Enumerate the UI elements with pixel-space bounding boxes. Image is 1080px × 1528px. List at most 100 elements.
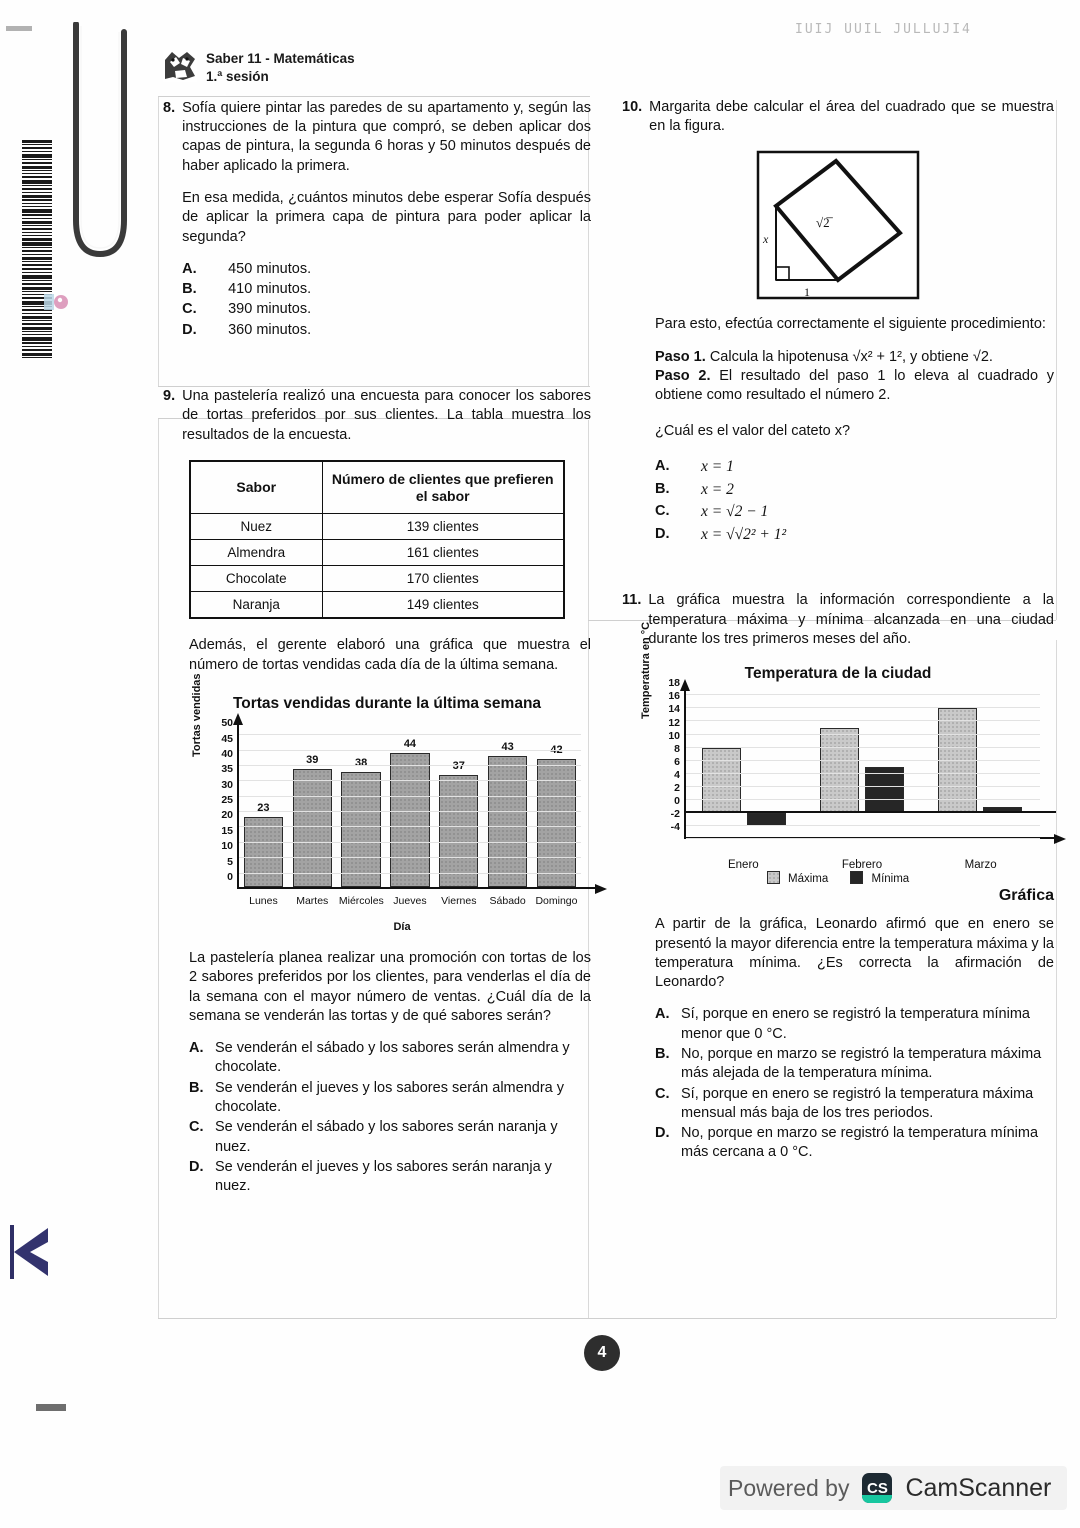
gridline	[239, 841, 581, 843]
option-label: D.	[655, 1125, 670, 1142]
question-10-option-b[interactable]: B. x = 2	[655, 480, 1054, 501]
legend-item-minima: Mínima	[850, 871, 909, 885]
bar-value-label: 43	[501, 741, 514, 754]
bar-column: 38	[341, 729, 381, 887]
question-9-option-b[interactable]: B. Se venderán el jueves y los sabores s…	[189, 1079, 591, 1118]
x-tick-label: Viernes	[441, 895, 477, 907]
cell-flavor: Nuez	[189, 513, 323, 541]
gridline	[239, 780, 581, 782]
cell-count: 170 clientes	[321, 565, 565, 593]
y-tick-label: 30	[221, 778, 233, 791]
y-tick-label: 50	[221, 717, 233, 730]
x-tick-label: Enero	[727, 859, 759, 872]
gridline	[239, 764, 581, 766]
gridline	[239, 872, 581, 874]
question-10-option-c[interactable]: C. x = √2 − 1	[655, 502, 1054, 523]
gridline	[239, 811, 581, 813]
question-9-paragraph-2: Además, el gerente elaboró una gráfica q…	[189, 637, 591, 673]
question-9-option-d[interactable]: D. Se venderán el jueves y los sabores s…	[189, 1158, 591, 1197]
x-tick-label: Domingo	[535, 895, 578, 907]
question-10-option-a[interactable]: A. x = 1	[655, 457, 1054, 478]
option-label: B.	[655, 1045, 670, 1062]
cell-flavor: Almendra	[189, 539, 323, 567]
chart-ylabel: Tortas vendidas	[191, 673, 203, 757]
table-header-sabor: Sabor	[189, 460, 323, 515]
bar-column: 37	[439, 729, 479, 887]
option-label: D.	[655, 525, 670, 542]
gridline	[686, 785, 1040, 787]
y-tick-label: -4	[670, 821, 680, 834]
step-2-label: Paso 2.	[655, 368, 711, 385]
question-11-option-c[interactable]: C. Sí, porque en enero se registró la te…	[655, 1085, 1054, 1124]
bar-value-label: 39	[306, 753, 319, 766]
question-11-option-b[interactable]: B. No, porque en marzo se registró la te…	[655, 1045, 1054, 1084]
x-axis-arrow-icon	[595, 884, 607, 894]
option-text: Se venderán el sábado y los sabores será…	[215, 1119, 558, 1155]
tilted-square-figure: x 1 √2̅	[622, 149, 1054, 301]
question-10-number: 10.	[622, 99, 643, 115]
chart-y-axis	[684, 689, 686, 840]
chart-legend: Máxima Mínima	[622, 871, 1054, 885]
option-text: Se venderán el jueves y los sabores será…	[215, 1079, 564, 1115]
legend-swatch-maxima	[766, 871, 780, 885]
bar-group	[700, 695, 790, 839]
question-11-option-d[interactable]: D. No, porque en marzo se registró la te…	[655, 1124, 1054, 1163]
question-10-prompt: ¿Cuál es el valor del cateto x?	[655, 422, 851, 439]
bar-column: 43	[487, 729, 528, 887]
question-9-option-a[interactable]: A. Se venderán el sábado y los sabores s…	[189, 1039, 591, 1078]
y-tick-label: 10	[221, 840, 233, 853]
step-1-text: Calcula la hipotenusa √x² + 1², y obtien…	[709, 348, 993, 365]
gridline	[686, 772, 1040, 774]
question-8-option-a[interactable]: A. 450 minutos.	[182, 260, 591, 279]
figure-label-sqrt2: √2̅	[816, 215, 834, 230]
gridline	[686, 838, 1040, 840]
question-11-options: A. Sí, porque en enero se registró la te…	[655, 1005, 1054, 1162]
x-tick-label: Martes	[296, 895, 329, 907]
table-row: Almendra 161 clientes	[189, 539, 565, 567]
y-tick-label: 10	[668, 729, 680, 742]
option-text: Se venderán el jueves y los sabores será…	[215, 1158, 552, 1195]
option-label: A.	[189, 1040, 204, 1057]
bar-column: 44	[390, 729, 430, 887]
blue-arrow-artifact	[10, 1225, 48, 1279]
saber-logo-icon	[163, 50, 197, 82]
question-11-number: 11.	[622, 592, 642, 609]
option-label: D.	[182, 321, 197, 338]
camscanner-logo-icon: CS	[862, 1473, 893, 1503]
option-text: 450 minutos.	[228, 260, 312, 277]
figure-label-1: 1	[804, 285, 810, 299]
chart-xlabel: Día	[393, 921, 411, 933]
option-text: No, porque en marzo se registró la tempe…	[681, 1125, 1039, 1161]
y-tick-label: 12	[668, 716, 680, 729]
y-tick-label: 0	[674, 795, 680, 808]
gridline	[686, 825, 1040, 827]
cell-flavor: Naranja	[189, 591, 323, 619]
legend-swatch-minima	[850, 871, 864, 885]
question-8: 8. Sofía quiere pintar las paredes de su…	[163, 99, 591, 341]
option-text: x = 2	[701, 480, 734, 498]
gridline	[686, 707, 1040, 709]
bar	[341, 771, 381, 887]
option-text: Sí, porque en enero se registró la tempe…	[681, 1006, 1030, 1042]
bar-column: 23	[243, 729, 284, 887]
option-text: No, porque en marzo se registró la tempe…	[681, 1045, 1042, 1082]
question-8-option-c[interactable]: C. 390 minutos.	[182, 300, 591, 319]
y-axis-arrow-icon	[680, 679, 690, 692]
option-label: B.	[655, 480, 670, 497]
step-1-label: Paso 1.	[655, 348, 706, 365]
chart-title: Temperatura de la ciudad	[744, 665, 932, 683]
question-11-option-a[interactable]: A. Sí, porque en enero se registró la te…	[655, 1005, 1054, 1044]
bar-value-label: 38	[354, 756, 368, 769]
table-row: Chocolate 170 clientes	[189, 565, 565, 593]
question-8-paragraph-1: Sofía quiere pintar las paredes de su ap…	[182, 99, 591, 174]
y-tick-label: 6	[674, 755, 680, 768]
y-tick-label: 18	[668, 677, 680, 690]
table-header-row: Sabor Número de clientes que prefieren e…	[189, 460, 565, 515]
chart-zero-line	[684, 811, 1056, 814]
question-8-option-b[interactable]: B. 410 minutos.	[182, 280, 591, 299]
bar-maxima	[701, 747, 742, 814]
question-9-option-c[interactable]: C. Se venderán el sábado y los sabores s…	[189, 1118, 591, 1157]
question-10-option-d[interactable]: D. x = √√2² + 1²	[655, 525, 1054, 546]
x-tick-label: Febrero	[841, 859, 883, 872]
question-8-option-d[interactable]: D. 360 minutos.	[182, 321, 591, 340]
